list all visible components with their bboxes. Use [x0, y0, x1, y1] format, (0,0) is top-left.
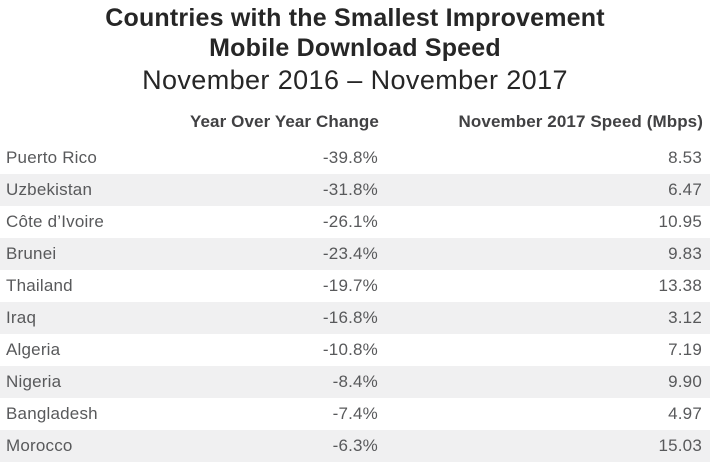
speed-cell: 6.47 [668, 180, 702, 199]
speed-cell: 8.53 [668, 148, 702, 167]
yoy-change-cell: -39.8% [322, 148, 378, 167]
table-body: Puerto Rico -39.8% 8.53 Uzbekistan -31.8… [0, 142, 710, 462]
table-row: Thailand -19.7% 13.38 [0, 270, 710, 302]
country-cell: Morocco [6, 436, 73, 455]
country-cell: Thailand [6, 276, 73, 295]
page-subtitle-date-range: November 2016 – November 2017 [142, 65, 568, 95]
table-header-row: Year Over Year Change November 2017 Spee… [0, 99, 710, 142]
table-row: Bangladesh -7.4% 4.97 [0, 398, 710, 430]
yoy-change-cell: -10.8% [322, 340, 378, 359]
yoy-change-cell: -16.8% [322, 308, 378, 327]
yoy-change-cell: -23.4% [322, 244, 378, 263]
page-title-line-2: Mobile Download Speed [209, 34, 501, 62]
table-header: Year Over Year Change November 2017 Spee… [0, 99, 710, 142]
speed-column-header: November 2017 Speed (Mbps) [458, 112, 703, 131]
table-row: Algeria -10.8% 7.19 [0, 334, 710, 366]
country-cell: Uzbekistan [6, 180, 93, 199]
yoy-change-cell: -19.7% [322, 276, 378, 295]
yoy-change-cell: -8.4% [332, 372, 378, 391]
country-cell: Brunei [6, 244, 57, 263]
speed-cell: 3.12 [668, 308, 702, 327]
speed-cell: 4.97 [668, 404, 702, 423]
country-cell: Algeria [6, 340, 61, 359]
speed-cell: 9.83 [668, 244, 702, 263]
yoy-change-cell: -26.1% [322, 212, 378, 231]
table-row: Morocco -6.3% 15.03 [0, 430, 710, 462]
country-column-header [0, 99, 190, 142]
table-row: Uzbekistan -31.8% 6.47 [0, 174, 710, 206]
table-row: Brunei -23.4% 9.83 [0, 238, 710, 270]
speed-cell: 7.19 [668, 340, 702, 359]
yoy-column-header: Year Over Year Change [190, 112, 379, 131]
speed-cell: 9.90 [668, 372, 702, 391]
table-row: Côte d’Ivoire -26.1% 10.95 [0, 206, 710, 238]
speed-cell: 10.95 [658, 212, 702, 231]
speed-cell: 15.03 [658, 436, 702, 455]
country-cell: Côte d’Ivoire [6, 212, 105, 231]
country-cell: Puerto Rico [6, 148, 98, 167]
yoy-change-cell: -31.8% [322, 180, 378, 199]
yoy-change-cell: -6.3% [332, 436, 378, 455]
table-row: Iraq -16.8% 3.12 [0, 302, 710, 334]
table-row: Puerto Rico -39.8% 8.53 [0, 142, 710, 174]
title-block: Countries with the Smallest Improvement … [0, 0, 710, 98]
yoy-change-cell: -7.4% [332, 404, 378, 423]
country-cell: Iraq [6, 308, 37, 327]
table-row: Nigeria -8.4% 9.90 [0, 366, 710, 398]
country-cell: Nigeria [6, 372, 62, 391]
page-title-line-1: Countries with the Smallest Improvement [105, 4, 605, 32]
country-cell: Bangladesh [6, 404, 98, 423]
report-table: Year Over Year Change November 2017 Spee… [0, 99, 710, 462]
speed-cell: 13.38 [658, 276, 702, 295]
